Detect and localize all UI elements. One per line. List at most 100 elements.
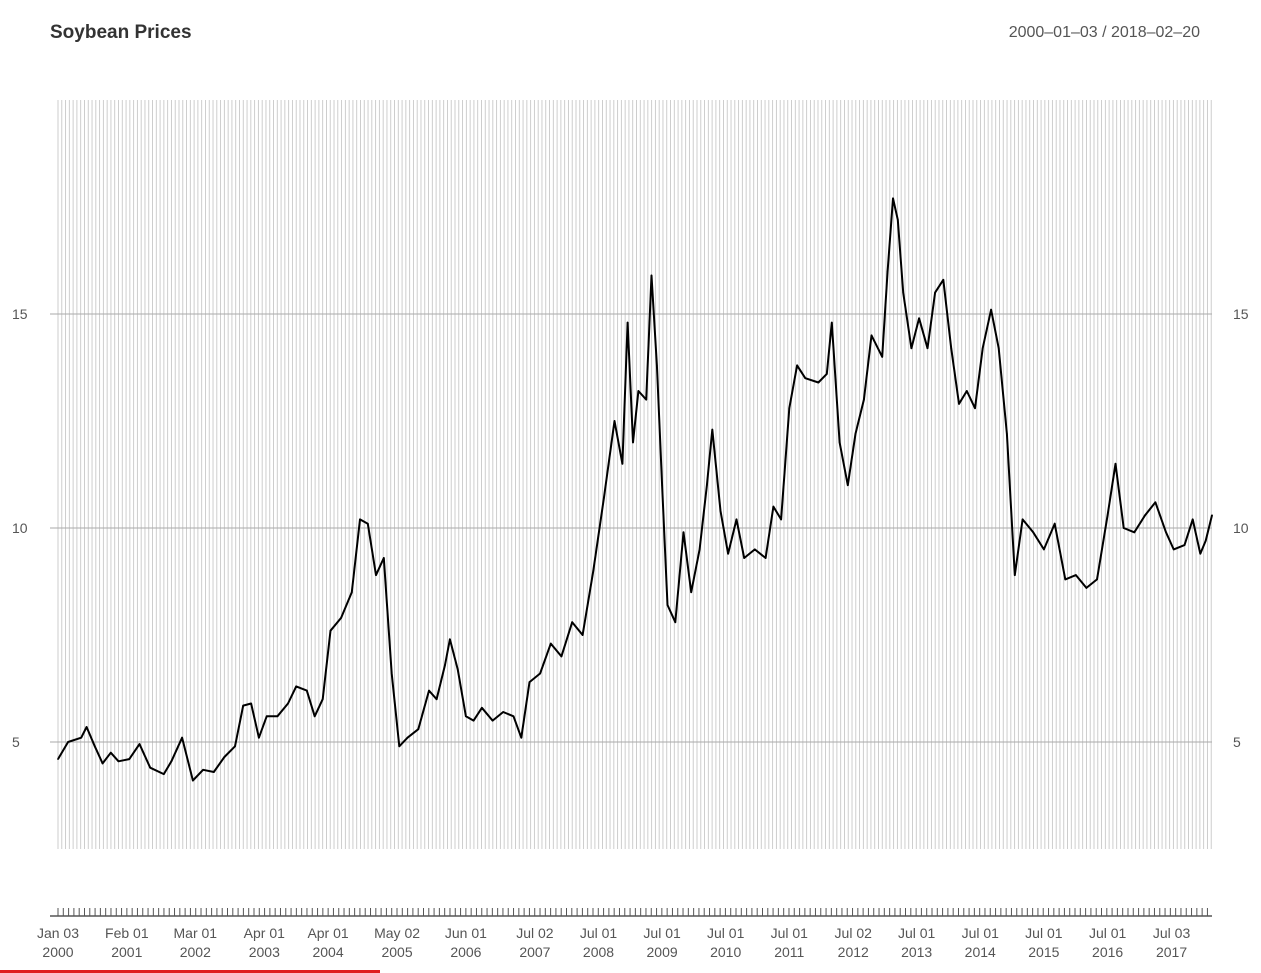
data-point — [753, 548, 756, 551]
data-point — [367, 522, 369, 525]
data-point — [465, 715, 467, 718]
data-point — [1021, 518, 1024, 521]
data-point — [825, 373, 828, 375]
data-point — [181, 736, 183, 739]
data-point — [258, 736, 260, 739]
data-point — [234, 745, 236, 748]
data-point — [772, 505, 775, 508]
data-point — [250, 702, 252, 705]
chart-title: Soybean Prices — [50, 22, 192, 43]
y-axis-left: 5 10 15 — [12, 306, 28, 750]
data-point — [863, 398, 865, 401]
data-point — [892, 197, 894, 200]
data-point — [918, 317, 920, 320]
data-point — [170, 760, 173, 763]
data-point — [831, 321, 833, 324]
data-point — [990, 308, 992, 311]
data-point — [650, 274, 653, 277]
data-point — [626, 321, 629, 324]
data-point — [621, 463, 624, 465]
data-point — [1122, 527, 1125, 529]
vertical-gridlines — [57, 100, 1212, 849]
data-point — [571, 621, 573, 623]
x-tick-year: 2016 — [1092, 944, 1123, 960]
data-point — [223, 756, 226, 758]
x-tick-label: Jul 03 — [1153, 925, 1191, 941]
data-point — [340, 617, 342, 619]
data-point — [560, 655, 563, 658]
data-point — [1006, 433, 1008, 435]
data-point — [1106, 514, 1109, 516]
data-point — [1183, 544, 1186, 546]
data-point — [520, 736, 523, 739]
data-point — [242, 704, 245, 707]
y-axis-right: 5 10 15 — [1233, 306, 1249, 750]
x-tick-year: 2012 — [838, 944, 869, 960]
data-point — [656, 364, 658, 367]
data-point — [838, 441, 841, 444]
x-tick-label: Jul 01 — [1025, 925, 1063, 941]
data-point — [481, 706, 483, 709]
data-point — [632, 441, 634, 444]
data-point — [743, 557, 745, 559]
data-point — [428, 689, 430, 692]
data-point — [1043, 548, 1045, 551]
data-point — [417, 728, 420, 730]
data-point — [661, 484, 663, 487]
data-point — [202, 769, 204, 771]
horizontal-gridlines — [50, 313, 1212, 743]
data-point — [950, 347, 952, 350]
data-point — [966, 390, 968, 392]
data-point — [502, 711, 504, 713]
data-point — [528, 681, 531, 683]
data-point — [934, 291, 936, 294]
data-point — [997, 347, 1000, 350]
video-progress-bar[interactable] — [0, 970, 380, 973]
data-point — [706, 484, 708, 487]
data-point — [796, 364, 798, 367]
x-tick-year: 2017 — [1156, 944, 1187, 960]
data-point — [406, 736, 409, 739]
data-point — [1053, 522, 1056, 525]
data-point — [1133, 531, 1136, 534]
data-point — [276, 715, 279, 718]
x-tick-label: Jun 01 — [445, 925, 487, 941]
data-point — [581, 634, 584, 636]
x-tick-year: 2002 — [180, 944, 211, 960]
data-point — [613, 420, 616, 422]
x-tick-label: Jul 01 — [771, 925, 809, 941]
data-point — [313, 715, 316, 718]
series-line — [57, 197, 1213, 782]
data-point — [711, 428, 714, 431]
data-point — [449, 638, 451, 641]
x-axis: Jan 03 2000 Feb 01 2001 Mar 01 2002 Apr 01 2003… — [37, 908, 1212, 960]
data-point — [902, 291, 905, 294]
data-point — [1211, 514, 1213, 516]
data-point — [512, 715, 515, 718]
x-tick-label: Mar 01 — [174, 925, 218, 941]
data-point — [854, 433, 857, 435]
x-tick-label: Jul 01 — [962, 925, 1000, 941]
x-tick-year: 2008 — [583, 944, 614, 960]
data-point — [109, 751, 112, 754]
data-point — [942, 278, 945, 281]
data-point — [1144, 514, 1146, 516]
data-point — [162, 773, 165, 775]
data-point — [287, 702, 289, 705]
data-point — [375, 574, 377, 576]
x-tick-label: Feb 01 — [105, 925, 149, 941]
data-point — [80, 736, 82, 739]
y-tick-label-right: 10 — [1233, 520, 1249, 536]
data-point — [1075, 574, 1077, 576]
x-tick-year: 2004 — [312, 944, 343, 960]
data-point — [456, 668, 459, 671]
data-point — [1165, 531, 1167, 534]
data-point — [101, 762, 104, 765]
data-point — [1114, 463, 1117, 465]
data-point — [674, 621, 677, 623]
x-tick-year: 2014 — [965, 944, 996, 960]
data-point — [804, 377, 807, 380]
y-tick-label-left: 15 — [12, 306, 28, 322]
data-point — [398, 745, 401, 748]
